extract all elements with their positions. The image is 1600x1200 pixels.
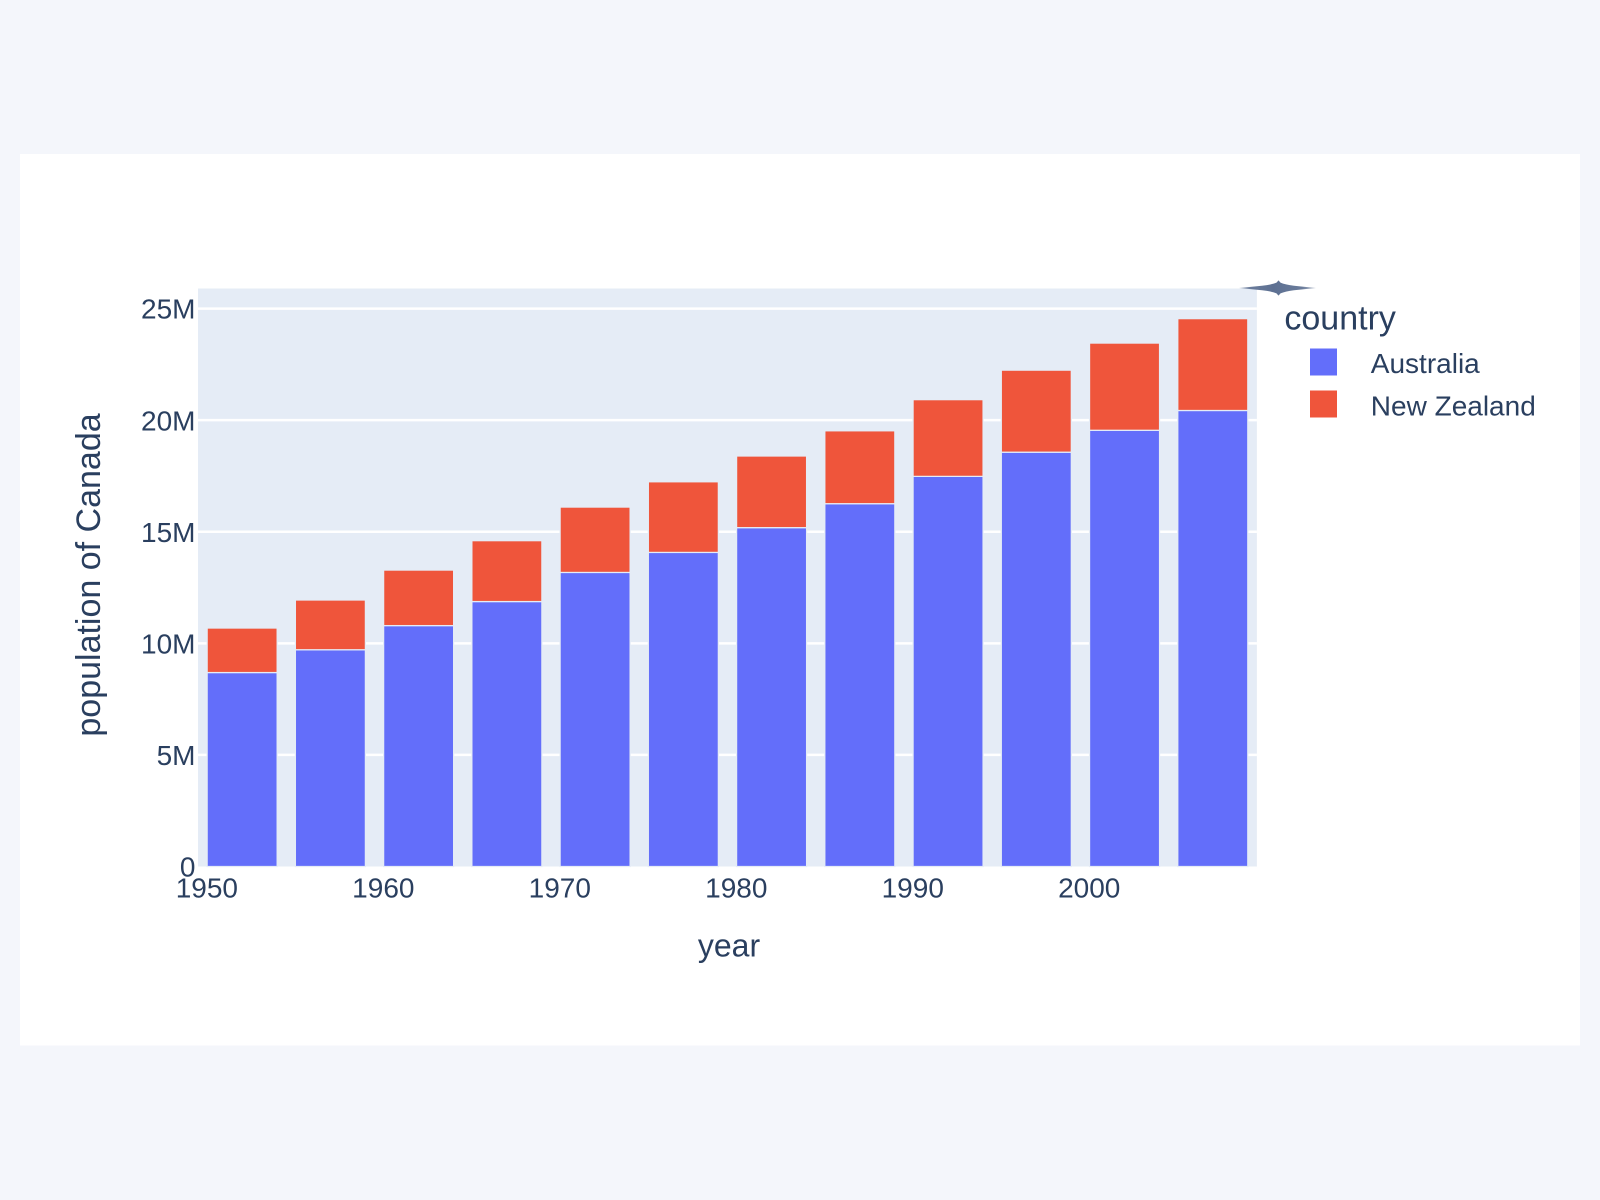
svg-text:1970: 1970 — [529, 873, 591, 904]
svg-text:Australia: Australia — [1371, 348, 1480, 379]
svg-text:country: country — [1284, 300, 1396, 338]
svg-text:New Zealand: New Zealand — [1371, 390, 1536, 421]
svg-text:10M: 10M — [141, 628, 195, 659]
svg-text:1960: 1960 — [352, 873, 414, 904]
svg-text:1950: 1950 — [176, 873, 238, 904]
svg-text:20M: 20M — [141, 405, 195, 436]
svg-text:2000: 2000 — [1058, 873, 1120, 904]
svg-text:1990: 1990 — [882, 873, 944, 904]
svg-text:15M: 15M — [141, 517, 195, 548]
svg-text:25M: 25M — [141, 294, 195, 325]
svg-text:year: year — [698, 927, 761, 963]
svg-text:5M: 5M — [157, 740, 196, 771]
svg-text:0: 0 — [180, 852, 196, 883]
svg-text:1980: 1980 — [705, 873, 767, 904]
svg-text:population of Canada: population of Canada — [70, 413, 108, 736]
